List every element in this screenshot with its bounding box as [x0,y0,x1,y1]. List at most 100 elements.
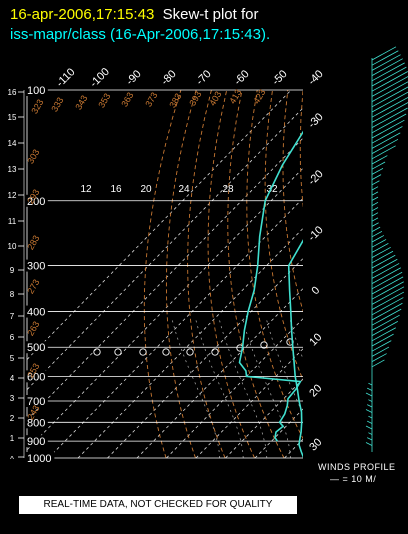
parcel-marker [139,348,147,356]
wind-barb [371,281,404,300]
mixing-ratio-label: 28 [222,184,234,195]
theta-label: 263 [25,319,41,337]
wind-barb [371,168,384,175]
wind-barb [365,425,373,430]
height-label: 5 [10,354,15,363]
wind-barb [371,346,390,357]
wind-barb [371,308,402,326]
wind-barb [371,102,408,123]
wind-barb [371,231,383,238]
pressure-label: 1000 [27,453,51,465]
wind-barb [371,161,386,170]
mixing-ratio-label: 32 [266,184,278,195]
theta-label: 393 [187,89,203,107]
pressure-label-bg [26,370,48,383]
parcel-marker [260,341,268,349]
theta-label: 403 [207,89,223,107]
wind-barb [368,415,373,419]
wind-barb [371,263,400,279]
wind-barb [371,353,387,362]
dry-adiabat [317,90,408,458]
wind-barb [371,132,401,149]
theta-label: 323 [29,97,45,115]
pressure-label: 500 [27,342,45,354]
wind-barb [371,119,405,139]
dry-adiabat-lines [143,89,408,459]
top-temp-label: -50 [270,68,290,88]
wind-barb [371,76,408,97]
height-label: 13 [8,165,17,174]
wind-barb [371,226,381,232]
wind-barb [371,86,408,108]
right-temp-label: -10 [306,224,326,244]
top-temperature-labels: -110 -100 -90 -80 -70 -60 -50 -40 [54,66,326,90]
dry-adiabat [379,90,408,458]
wind-barb [367,420,373,424]
isotherm-line [77,227,303,459]
theta-label: 383 [167,91,183,109]
wind-barb [371,58,403,76]
theta-label: 343 [73,93,89,111]
theta-label: 283 [25,233,41,251]
pressure-label-bg [26,435,48,448]
isotherm-line [254,408,303,459]
isotherm-line [107,257,303,459]
height-label: 10 [8,242,17,251]
dry-adiabat [165,89,197,459]
wind-barb [371,71,408,92]
dewpoint-profile-line [238,130,303,442]
wind-barb [371,271,403,290]
pressure-label-bg [26,341,48,354]
wind-barb [371,246,391,258]
pressure-label-bg [26,305,48,318]
isotherm-line [48,197,303,459]
height-label: 8 [10,290,15,299]
wind-barb [365,392,373,397]
wind-barb [371,62,405,82]
wind-barb [371,222,379,227]
wind-barb [371,107,408,128]
pressure-label-bg [26,194,48,207]
height-axis: 16 15 14 13 12 11 10 9 8 7 6 5 4 3 2 1 ^ [8,88,25,464]
wind-barb [367,404,373,408]
wind-barb [371,50,399,66]
wind-barb [368,432,373,435]
height-label: 16 [8,88,17,97]
right-temp-label: 30 [307,436,324,453]
moist-adiabat [242,319,291,459]
theta-label: 273 [25,277,41,295]
wind-barb [371,212,379,217]
dry-adiabat [143,89,182,459]
winds-profile-label: WINDS PROFILE [318,462,396,472]
right-temp-label: -30 [306,111,326,131]
parcel-marker [162,348,170,356]
pressure-label: 400 [27,307,45,319]
wind-barb [371,359,385,368]
isotherm-line [195,348,303,459]
pressure-label: 300 [27,261,45,273]
top-temp-label: -70 [194,68,214,88]
mixing-ratio-label: 12 [80,184,92,195]
wind-barb [371,155,388,165]
height-label: 14 [8,139,17,148]
dry-adiabat [282,89,303,313]
wind-barb [371,174,382,180]
wind-barb [365,442,373,446]
wind-barb [371,340,392,352]
sounding-profiles [238,130,303,459]
pressure-gridlines [26,88,303,460]
wind-barb [371,321,398,336]
wind-barb [367,387,373,391]
wind-barb [371,258,398,274]
height-label: 15 [8,113,17,122]
height-label: 4 [10,374,15,383]
pressure-label: 900 [27,436,45,448]
wind-barb [371,145,396,160]
dry-adiabat [207,89,256,459]
wind-barb [371,126,403,144]
wind-barb [371,250,394,264]
wind-barb [371,276,404,295]
isotherm-line [166,318,303,459]
title-tail: Skew-t plot for [162,6,259,23]
